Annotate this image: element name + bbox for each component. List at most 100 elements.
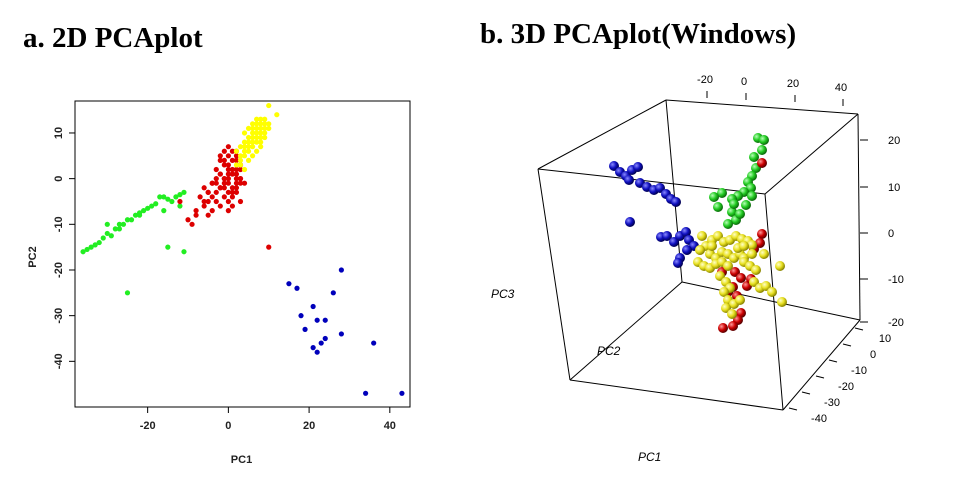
point-blue [314,317,320,323]
point-red [201,185,207,191]
point-yellow [254,121,260,127]
point-blue [371,340,377,346]
point-red [233,171,240,177]
point-red [237,176,244,182]
point-red [229,185,236,191]
y-tick-label: -30 [53,308,65,324]
point-red [221,194,227,200]
point-green [177,203,183,209]
chart-3d: -20 0 20 4020100-10-20100-10-20-30-40PC3PC2… [491,74,904,464]
right-tick-label: -20 [888,317,904,329]
point-red [233,157,240,163]
z-axis-label: PC3 [491,287,515,301]
point-yellow [237,162,244,168]
sphere-yellow [727,309,737,319]
point-yellow [254,130,260,136]
point-yellow [237,153,244,159]
point-blue [314,349,320,355]
sphere-blue [633,162,643,172]
point-blue [298,313,304,319]
point-yellow [258,121,264,127]
front-tick-label: -40 [811,413,827,425]
point-yellow [262,116,268,122]
right-tick-label: 10 [888,182,900,194]
front-tick [788,407,798,411]
point-red [205,189,211,195]
point-green [104,221,110,227]
point-red [185,217,191,223]
point-green [165,244,171,250]
point-red [237,198,244,205]
front-tick [828,359,838,363]
point-green [92,242,98,248]
sphere-green [729,199,739,209]
point-yellow [233,162,240,168]
point-red [221,148,227,154]
y-axis-label-3d: PC2 [597,344,621,358]
point-yellow [258,125,264,132]
sphere-yellow [719,287,729,297]
point-yellow [254,134,260,141]
point-blue [338,267,344,273]
front-tick-label: -10 [851,365,867,377]
point-red [233,180,240,186]
point-yellow [241,166,248,173]
point-green [149,203,155,209]
top-tick-label: 40 [835,82,847,94]
front-tick [801,391,811,395]
point-green [173,194,179,200]
point-yellow [249,130,256,136]
point-red [225,162,231,168]
point-red [221,157,227,163]
top-tick-label: -20 [697,74,713,86]
point-red [229,203,236,209]
point-red [225,153,231,159]
point-green [181,189,187,195]
point-red [213,198,219,205]
point-red [201,203,207,209]
point-green [124,290,131,296]
point-red [241,180,248,186]
point-red [193,212,199,218]
point-red [217,157,223,163]
x-tick-label: -20 [140,420,156,432]
point-yellow [245,148,252,154]
point-red [205,212,211,218]
point-green [100,235,106,241]
point-green [108,233,114,239]
sphere-green [723,219,733,229]
point-red [205,198,211,205]
sphere-yellow [777,297,787,307]
front-tick [815,375,825,379]
point-red [217,203,223,209]
sphere-yellow [747,249,757,259]
point-yellow [254,125,260,132]
point-red [213,166,219,173]
sphere-green [717,188,727,198]
point-yellow [262,125,268,132]
point-blue [338,331,344,337]
point-yellow [254,148,260,154]
cube-edge [569,281,683,381]
point-green [80,249,86,255]
point-yellow [258,134,264,141]
point-red [221,162,227,168]
point-yellow [245,157,252,163]
point-green [161,208,167,214]
point-blue [310,345,316,351]
top-tick-label: 0 [741,76,747,88]
right-tick-label: -10 [888,274,904,286]
cube-edge [665,99,683,283]
point-yellow [249,139,256,145]
point-red [225,208,231,214]
point-red [233,166,240,173]
point-green [145,205,151,211]
point-blue [294,285,300,291]
point-green [112,226,118,232]
point-green [84,246,90,253]
point-red [201,198,207,205]
point-red [189,221,195,227]
y-tick-label: 0 [53,176,65,182]
sphere-blue [681,227,691,237]
